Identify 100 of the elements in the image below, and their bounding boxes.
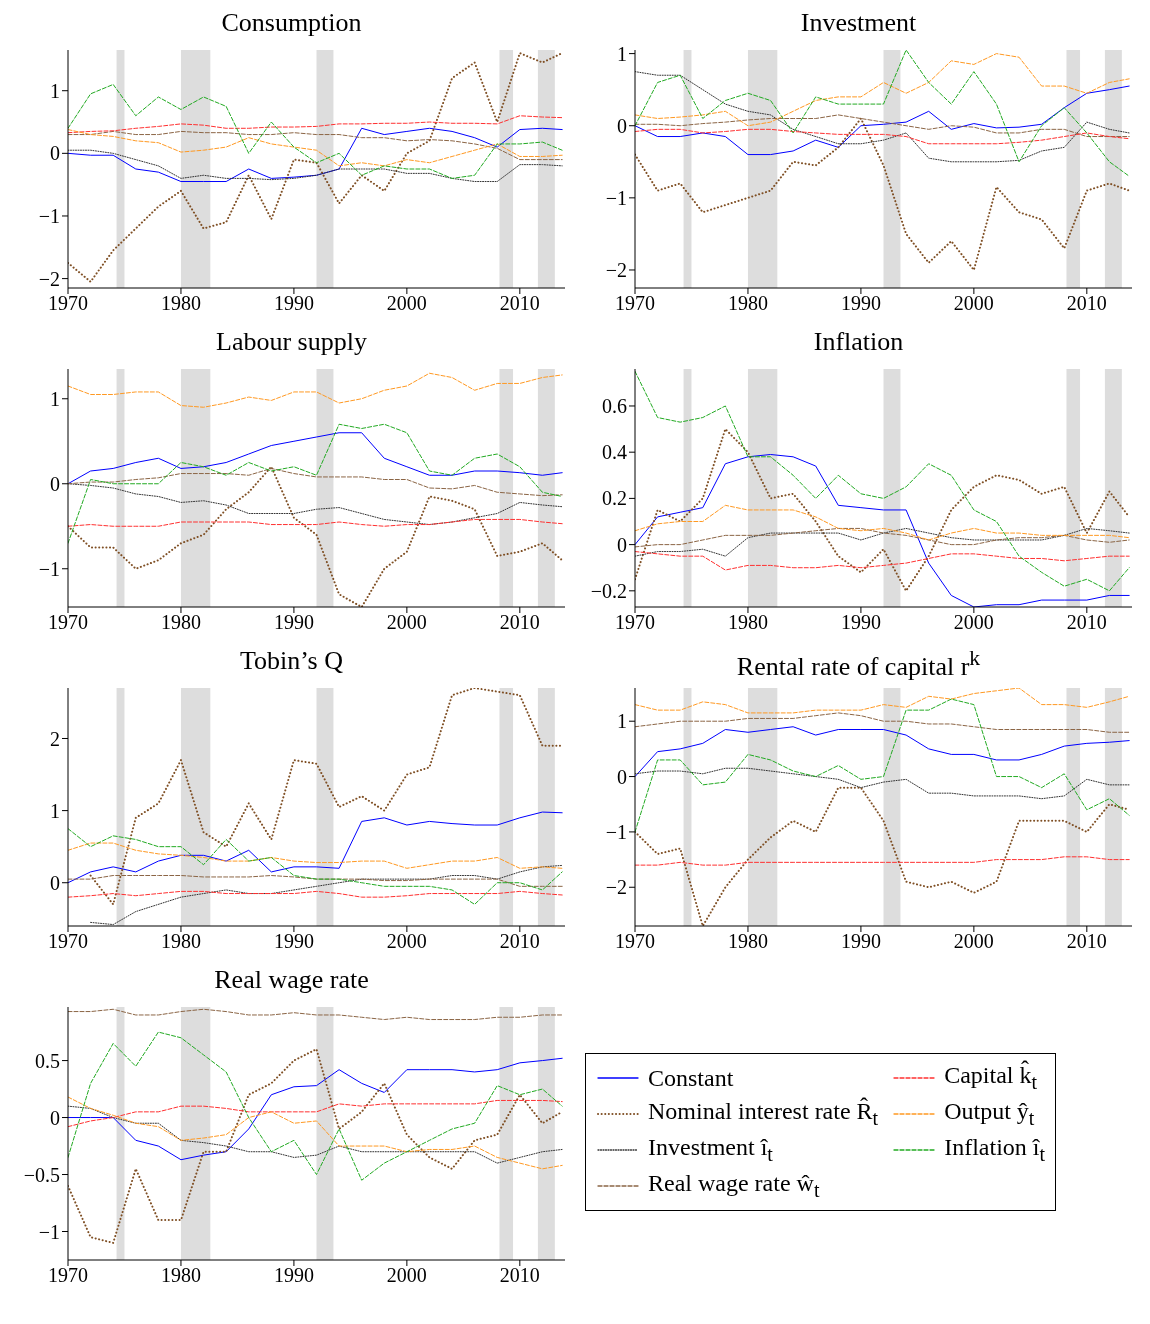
- x-tick-label: 1980: [727, 292, 768, 315]
- line-series: [635, 71, 1130, 163]
- line-series: [635, 527, 1130, 557]
- line-series: [68, 1008, 563, 1021]
- x-tick-label: 1970: [615, 611, 655, 634]
- x-tick-label: 1990: [273, 930, 314, 953]
- x-tick-label: 1990: [840, 292, 881, 315]
- y-tick-label: 0.2: [602, 487, 627, 510]
- line-series: [635, 50, 1130, 177]
- legend-label: Inflation î$_{t}$: [944, 1134, 1046, 1166]
- x-tick-label: 1980: [160, 611, 201, 634]
- x-tick-label: 2000: [953, 292, 994, 315]
- chart-title: Tobin’s Q: [240, 646, 343, 675]
- legend-label: Capital k̂$_{t}$: [944, 1062, 1038, 1095]
- x-tick-label: 1970: [48, 1264, 88, 1287]
- line-series: [635, 370, 1130, 592]
- x-tick-label: 2000: [953, 611, 994, 634]
- chart-title: Labour supply: [216, 327, 367, 356]
- line-series: [635, 551, 1130, 571]
- legend-label: Output ŷ$_{t}$: [944, 1098, 1035, 1130]
- line-series: [68, 518, 563, 527]
- x-tick-label: 1990: [273, 1264, 314, 1287]
- y-tick-label: 1: [617, 42, 627, 65]
- line-series: [68, 828, 563, 905]
- chart-title: Real wage rate: [214, 965, 369, 994]
- line-series: [635, 856, 1130, 866]
- line-series: [68, 875, 563, 887]
- x-tick-label: 2000: [953, 930, 994, 953]
- y-tick-label: 0: [617, 765, 627, 788]
- y-tick-label: 0.5: [35, 1049, 60, 1072]
- line-series: [68, 130, 563, 161]
- y-tick-label: 0: [617, 533, 627, 556]
- x-tick-label: 1980: [160, 1264, 201, 1287]
- legend-label: Investment î$_{t}$: [648, 1134, 773, 1166]
- y-tick-label: 1: [617, 710, 627, 733]
- x-tick-label: 2010: [499, 930, 540, 953]
- line-series: [68, 467, 563, 497]
- line-series: [68, 423, 563, 544]
- x-tick-label: 1980: [160, 292, 201, 315]
- line-series: [68, 52, 564, 283]
- x-tick-label: 2010: [1066, 611, 1107, 634]
- x-tick-label: 1970: [48, 611, 88, 634]
- line-series: [635, 712, 1130, 733]
- y-tick-label: 1: [50, 79, 60, 102]
- y-tick-label: −2: [38, 267, 60, 290]
- line-series: [68, 432, 563, 485]
- line-series: [68, 129, 563, 167]
- y-tick-label: 0: [50, 472, 60, 495]
- x-tick-label: 1970: [48, 930, 88, 953]
- y-tick-label: −1: [605, 821, 627, 844]
- line-series: [68, 483, 563, 526]
- y-tick-label: 0.4: [602, 441, 627, 464]
- x-tick-label: 1990: [273, 292, 314, 315]
- y-tick-label: 2: [50, 727, 60, 750]
- legend-label: Nominal interest rate R̂$_{t}$: [648, 1098, 879, 1130]
- y-tick-label: −1: [38, 1220, 60, 1243]
- line-series: [68, 842, 563, 869]
- x-tick-label: 1990: [840, 930, 881, 953]
- x-tick-label: 1990: [273, 611, 314, 634]
- line-series: [68, 1105, 563, 1164]
- y-tick-label: 0: [50, 142, 60, 165]
- line-series: [68, 149, 563, 183]
- line-series: [68, 115, 563, 134]
- line-series: [90, 864, 563, 926]
- y-tick-label: −0.5: [23, 1163, 60, 1186]
- x-tick-label: 2000: [386, 1264, 427, 1287]
- x-tick-label: 2000: [386, 930, 427, 953]
- y-tick-label: 0: [617, 114, 627, 137]
- x-tick-label: 2010: [1066, 292, 1107, 315]
- y-tick-label: 1: [50, 799, 60, 822]
- y-tick-label: 0.6: [602, 395, 627, 418]
- line-series: [68, 1057, 563, 1161]
- chart-title: Rental rate of capital r$^{k}$: [736, 646, 981, 681]
- x-tick-label: 2010: [1066, 930, 1107, 953]
- y-tick-label: 0: [50, 871, 60, 894]
- x-tick-label: 2010: [499, 611, 540, 634]
- y-tick-label: −0.2: [590, 579, 627, 602]
- x-tick-label: 1970: [615, 930, 655, 953]
- line-series: [635, 428, 1131, 592]
- x-tick-label: 1970: [615, 292, 655, 315]
- line-series: [68, 1099, 563, 1128]
- y-tick-label: 1: [50, 387, 60, 410]
- line-series: [68, 811, 563, 884]
- y-tick-label: −1: [38, 205, 60, 228]
- x-tick-label: 2000: [386, 292, 427, 315]
- chart-title: Consumption: [221, 8, 362, 37]
- x-tick-label: 1990: [840, 611, 881, 634]
- chart-title: Investment: [800, 8, 917, 37]
- line-series: [635, 504, 1130, 541]
- x-tick-label: 1980: [727, 930, 768, 953]
- line-series: [635, 527, 1130, 548]
- line-series: [635, 114, 1130, 138]
- x-tick-label: 2010: [499, 1264, 540, 1287]
- x-tick-label: 2000: [386, 611, 427, 634]
- line-series: [68, 372, 563, 408]
- line-series: [68, 1096, 563, 1170]
- line-series: [635, 117, 1131, 271]
- line-series: [68, 127, 563, 183]
- line-series: [635, 128, 1130, 145]
- x-tick-label: 2010: [499, 292, 540, 315]
